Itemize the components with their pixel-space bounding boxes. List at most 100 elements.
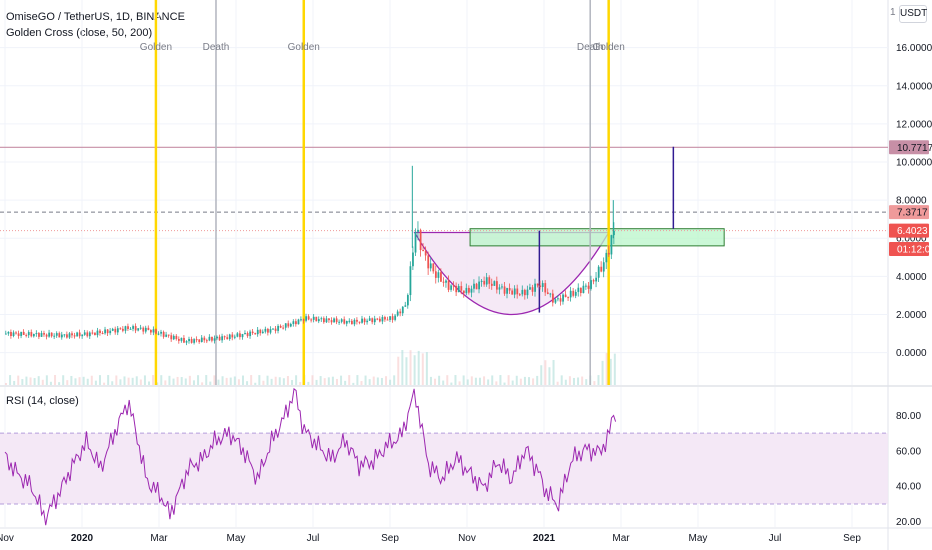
candle-body: [91, 332, 94, 334]
price-tick-label: 14.0000: [896, 81, 932, 92]
candle-body: [99, 330, 101, 333]
candle-body: [160, 331, 162, 334]
candle-body: [442, 281, 445, 283]
volume-bar: [74, 378, 77, 385]
time-axis-label: Nov: [0, 533, 14, 544]
volume-bar: [201, 382, 204, 385]
candle-body: [440, 272, 442, 282]
candle-body: [269, 329, 272, 333]
candle-body: [114, 328, 117, 333]
candle-body: [607, 252, 610, 255]
candle-body: [277, 325, 280, 331]
candle-body: [462, 290, 465, 294]
volume-bar: [466, 379, 469, 385]
time-axis-label: Sep: [843, 533, 861, 544]
volume-bar: [254, 382, 257, 385]
candle-body: [401, 306, 404, 314]
candle-body: [480, 280, 483, 282]
candle-body: [389, 316, 391, 320]
volume-bar: [295, 375, 298, 385]
candle-body: [513, 288, 516, 295]
candle-body: [468, 287, 470, 293]
candle-body: [307, 316, 310, 320]
candle-body: [116, 328, 119, 333]
volume-bar: [364, 375, 367, 385]
candle-body: [572, 290, 575, 296]
candle-body: [539, 285, 542, 288]
volume-bar: [29, 377, 32, 385]
candle-body: [27, 332, 30, 336]
candle-body: [10, 331, 12, 337]
candle-body: [55, 333, 58, 336]
candle-body: [150, 329, 152, 333]
candle-body: [345, 321, 348, 324]
volume-bar: [483, 376, 486, 385]
candle-body: [371, 318, 374, 323]
candle-body: [203, 337, 206, 341]
volume-bar: [335, 378, 338, 385]
candle-body: [208, 336, 211, 341]
candle-body: [292, 321, 295, 325]
candle-body: [157, 333, 160, 335]
volume-bar: [86, 378, 89, 385]
candle-body: [414, 231, 417, 253]
volume-bar: [544, 360, 547, 385]
volume-bar: [331, 376, 334, 385]
volume-bar: [429, 376, 432, 385]
volume-bar: [274, 376, 277, 385]
candle-body: [144, 327, 147, 332]
breakout-box: [469, 228, 725, 247]
indicator-legend[interactable]: Golden Cross (close, 50, 200): [6, 27, 153, 39]
candle-body: [185, 341, 188, 343]
candle-body: [310, 319, 313, 321]
volume-bar: [250, 375, 253, 385]
candle-body: [272, 328, 274, 330]
rsi-band: [0, 433, 888, 504]
candle-body: [312, 316, 315, 320]
volume-bar: [356, 375, 359, 385]
candle-body: [35, 333, 38, 335]
currency-button[interactable]: USDT: [899, 5, 927, 23]
volume-bar: [237, 379, 240, 385]
rsi-legend[interactable]: RSI (14, close): [6, 395, 79, 407]
volume-bar: [413, 355, 416, 385]
volume-bar: [266, 375, 269, 385]
volume-bar: [107, 375, 110, 385]
volume-bar: [78, 377, 81, 385]
candle-body: [340, 319, 343, 322]
candle-body: [264, 328, 267, 332]
candle-body: [249, 331, 252, 337]
candle-body: [524, 289, 526, 296]
candle-body: [485, 277, 488, 285]
candle-body: [183, 337, 185, 343]
candle-body: [422, 250, 425, 252]
candle-body: [60, 334, 63, 338]
volume-bar: [103, 382, 106, 385]
candle-body: [409, 266, 412, 296]
candle-body: [195, 339, 198, 341]
volume-bar: [299, 382, 302, 385]
volume-bar: [495, 381, 498, 385]
candle-body: [167, 334, 170, 336]
price-tick-label: 12.0000: [896, 119, 932, 130]
candle-body: [496, 281, 498, 290]
candle-body: [200, 337, 203, 343]
volume-bar: [246, 381, 249, 385]
volume-bar: [33, 378, 36, 385]
candle-body: [475, 283, 478, 290]
candle-body: [261, 331, 264, 334]
candle-body: [595, 277, 598, 282]
volume-bar: [507, 375, 510, 385]
symbol-title[interactable]: OmiseGO / TetherUS, 1D, BINANCE: [6, 11, 185, 23]
candle-body: [134, 326, 137, 331]
volume-bar: [291, 380, 294, 385]
candle-body: [152, 329, 155, 333]
candle-body: [287, 323, 290, 327]
candle-body: [78, 332, 81, 337]
volume-bar: [111, 381, 114, 385]
volume-bar: [389, 379, 392, 385]
candle-body: [546, 292, 549, 294]
candle-body: [564, 294, 567, 298]
volume-bar: [41, 379, 44, 385]
